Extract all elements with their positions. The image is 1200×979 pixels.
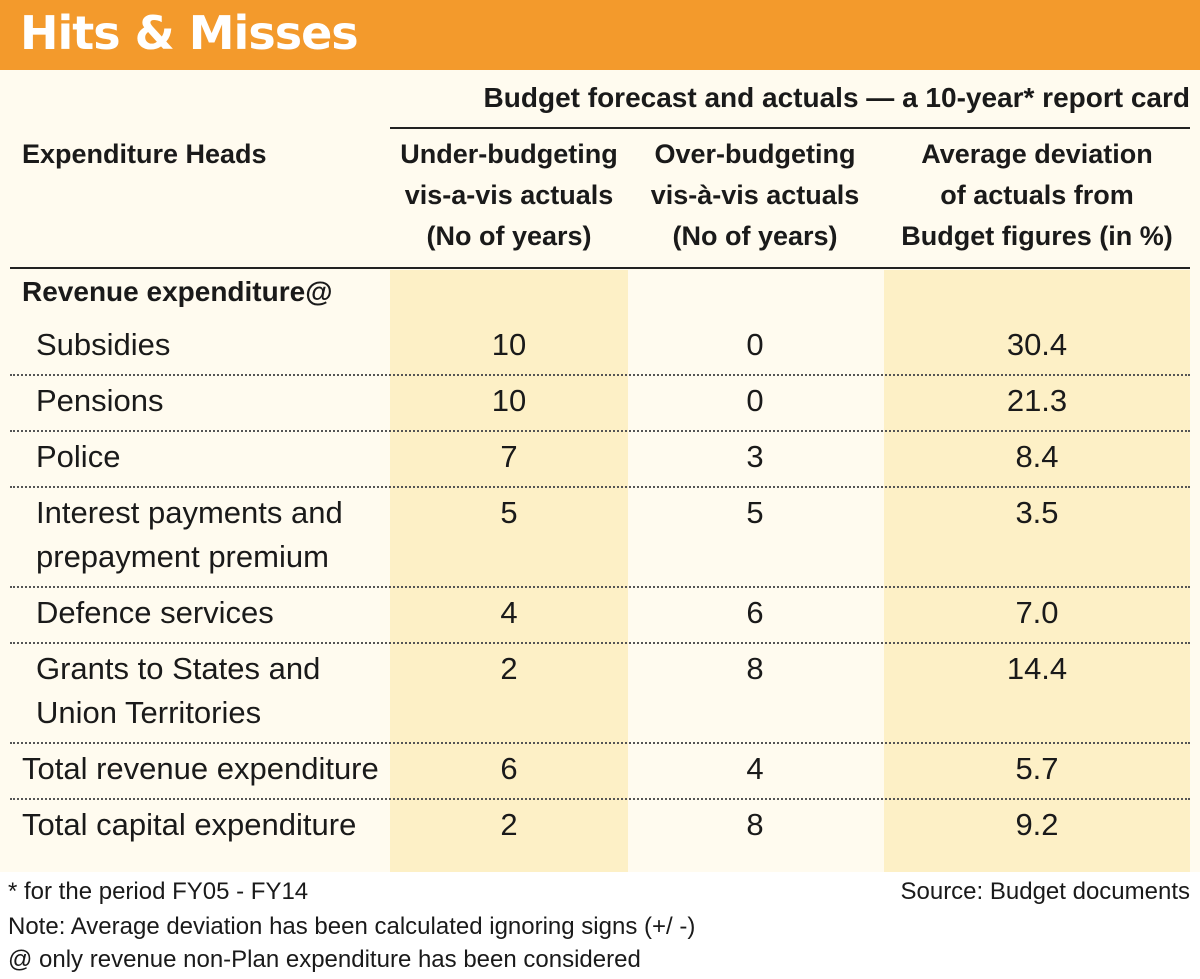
table-cell: 0 (746, 383, 764, 418)
row-header: Expenditure Heads (22, 139, 267, 169)
table-cell: 4 (500, 595, 518, 630)
row-label: Defence services (36, 595, 274, 630)
row-divider (10, 642, 1190, 644)
table-cell: 6 (500, 751, 518, 786)
table-title-rule (390, 127, 1190, 129)
table-cell: 5.7 (1015, 751, 1059, 786)
table-cell: 4 (746, 751, 764, 786)
row-divider (10, 430, 1190, 432)
table-cell: 30.4 (1006, 327, 1068, 362)
table-cell: 10 (491, 327, 527, 362)
row-label: Total capital expenditure (22, 807, 357, 842)
column-header-line: (No of years) (672, 221, 838, 251)
footnote-period: * for the period FY05 - FY14 (8, 878, 309, 905)
table-cell: 5 (500, 495, 518, 530)
column-header-line: vis-à-vis actuals (650, 180, 860, 210)
table-cell: 5 (746, 495, 764, 530)
table-cell: 8.4 (1015, 439, 1059, 474)
row-divider (10, 742, 1190, 744)
column-header-line: Over-budgeting (654, 139, 856, 169)
table-cell: 8 (746, 807, 764, 842)
column-header-line: Average deviation (921, 139, 1153, 169)
column-header-line: Under-budgeting (400, 139, 618, 169)
source-note: Source: Budget documents (900, 878, 1190, 905)
page-title: Hits & Misses (20, 6, 359, 60)
row-divider (10, 798, 1190, 800)
table-cell: 9.2 (1015, 807, 1059, 842)
row-divider (10, 586, 1190, 588)
table-cell: 21.3 (1006, 383, 1068, 418)
footnote-note: Note: Average deviation has been calcula… (8, 913, 696, 940)
row-label: Pensions (36, 383, 164, 418)
header-rule (10, 267, 1190, 269)
row-label: Grants to States and (36, 651, 321, 686)
column-header-line: vis-a-vis actuals (404, 180, 614, 210)
table-cell: 0 (746, 327, 764, 362)
column-header-line: (No of years) (426, 221, 592, 251)
column-header-line: of actuals from (940, 180, 1134, 210)
section-label: Revenue expenditure@ (22, 276, 333, 307)
table-cell: 14.4 (1006, 651, 1068, 686)
table-cell: 7 (500, 439, 518, 474)
column-header-line: Budget figures (in %) (901, 221, 1173, 251)
table-cell: 3 (746, 439, 764, 474)
table-cell: 10 (491, 383, 527, 418)
row-label: Police (36, 439, 121, 474)
title-bar: Hits & Misses (0, 0, 1200, 70)
footnote-revenue: @ only revenue non-Plan expenditure has … (8, 946, 641, 973)
table-cell: 7.0 (1015, 595, 1059, 630)
row-divider (10, 374, 1190, 376)
table-cell: 2 (500, 651, 518, 686)
table-cell: 6 (746, 595, 764, 630)
table-cell: 8 (746, 651, 764, 686)
column-band-deviation (884, 270, 1190, 872)
row-label: Total revenue expenditure (22, 751, 379, 786)
row-divider (10, 486, 1190, 488)
table-cell: 2 (500, 807, 518, 842)
row-label: Subsidies (36, 327, 171, 362)
table-title: Budget forecast and actuals — a 10-year*… (483, 82, 1190, 113)
row-label: Union Territories (36, 695, 262, 730)
table-cell: 3.5 (1015, 495, 1059, 530)
row-label: prepayment premium (36, 539, 329, 574)
table-card (0, 70, 1200, 872)
row-label: Interest payments and (36, 495, 343, 530)
column-band-under (390, 270, 628, 872)
